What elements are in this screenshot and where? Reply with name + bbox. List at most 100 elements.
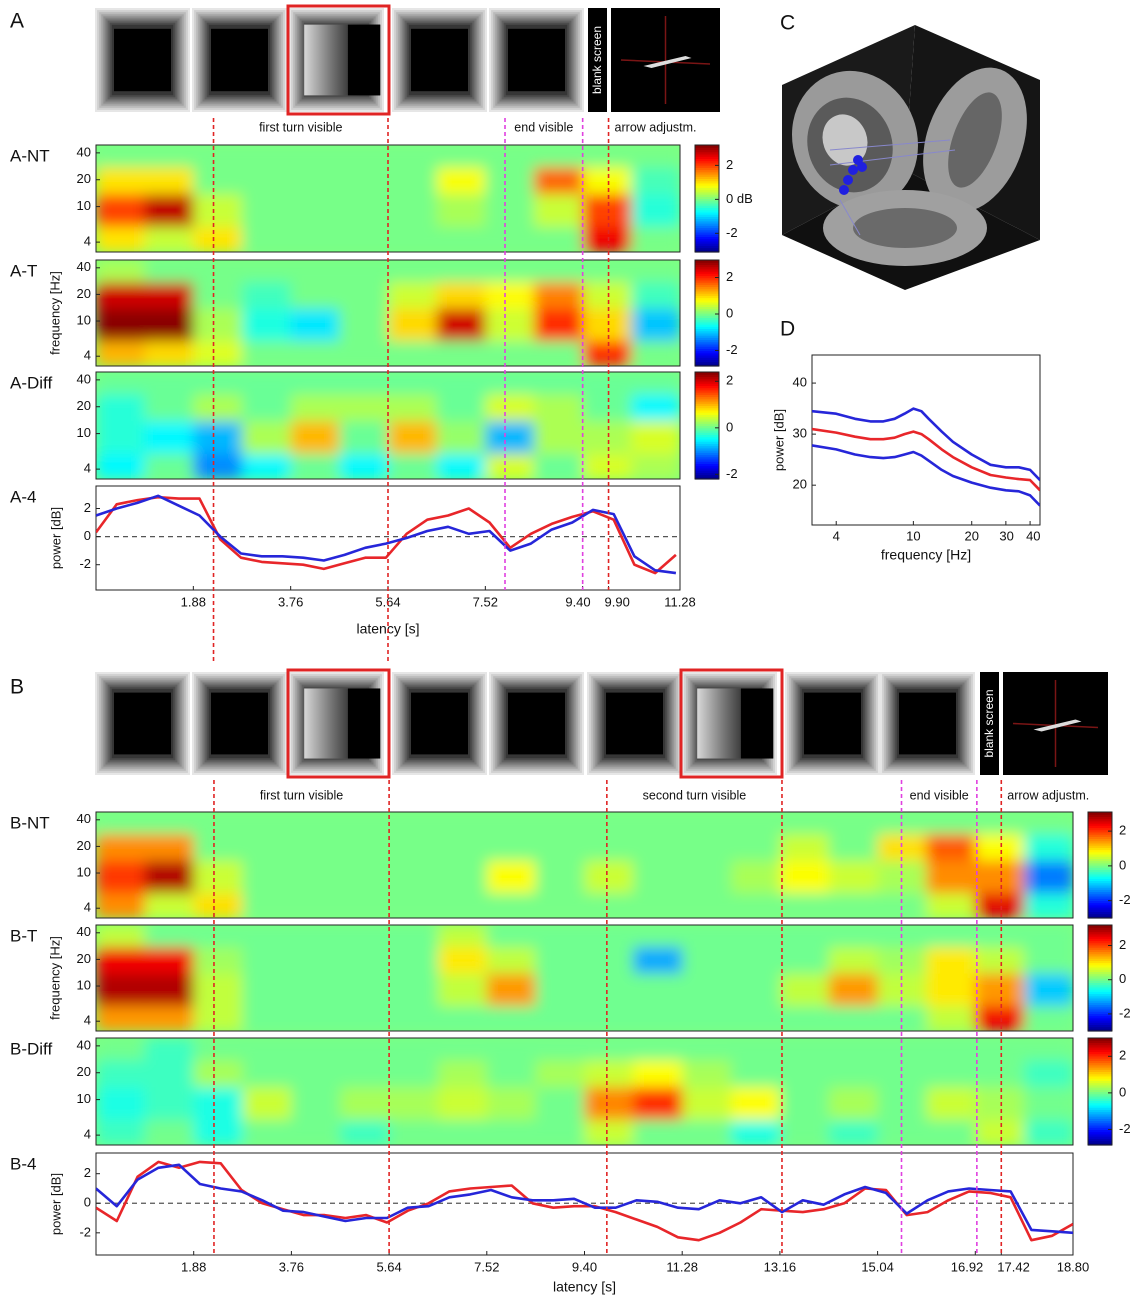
heatmap-cell — [389, 860, 439, 894]
colorbar-step — [695, 392, 719, 395]
colorbar-step — [1088, 895, 1112, 899]
heatmap-cell — [731, 1038, 781, 1061]
colorbar-step — [1088, 836, 1112, 840]
colorbar-tick-label: -2 — [726, 342, 738, 357]
heatmap-cell — [96, 420, 146, 454]
heatmap-cell — [290, 166, 340, 195]
heatmap-cell — [193, 308, 243, 342]
heatmap-cell — [828, 1038, 879, 1061]
event-label: end visible — [514, 120, 573, 134]
heatmap-cell — [584, 860, 634, 894]
heatmap-cell — [1024, 833, 1073, 861]
heatmap-cell — [193, 1005, 244, 1031]
heatmap-cell — [193, 973, 244, 1007]
heatmap-cell — [485, 281, 535, 309]
heatmap-cell — [339, 193, 389, 227]
y-axis-label: power [dB] — [48, 507, 63, 569]
heatmap-cell — [96, 393, 146, 422]
y-tick-label: 4 — [84, 348, 91, 363]
colorbar-step — [1088, 860, 1112, 864]
heatmap-cell — [96, 308, 146, 342]
colorbar-step — [695, 260, 719, 263]
heatmap-cell — [436, 281, 486, 309]
heatmap-cell — [242, 281, 292, 309]
colorbar-step — [1088, 1062, 1112, 1066]
heatmap-cell — [731, 860, 781, 894]
heatmap-cell — [340, 892, 390, 918]
heatmap-cell — [144, 308, 194, 342]
heatmap-cell — [682, 892, 732, 918]
colorbar-step — [695, 236, 719, 240]
tunnel-inner — [347, 688, 381, 759]
heatmap-cell — [144, 1038, 195, 1061]
colorbar-step — [695, 173, 719, 177]
heatmap-cell — [584, 925, 634, 947]
colorbar-step — [1088, 1058, 1112, 1061]
heatmap-cell — [633, 1086, 683, 1120]
colorbar-tick-label: -2 — [1119, 1121, 1131, 1136]
heatmap-cell — [340, 1119, 390, 1145]
colorbar-step — [695, 178, 719, 182]
heatmap-cell — [975, 946, 1025, 974]
panel-label: B-NT — [10, 813, 50, 832]
colorbar-step — [695, 350, 719, 354]
heatmap-cell — [582, 308, 632, 342]
colorbar-step — [1088, 1138, 1112, 1142]
colorbar-step — [695, 262, 719, 266]
heatmap-cell — [96, 1038, 146, 1061]
y-tick-label: 10 — [77, 312, 91, 327]
colorbar-step — [695, 398, 719, 402]
heatmap-cell — [633, 946, 683, 974]
heatmap-cell — [534, 420, 584, 454]
colorbar-step — [695, 273, 719, 277]
colorbar-step — [695, 385, 719, 389]
heatmap-cell — [437, 1059, 488, 1088]
heatmap-cell — [1024, 1005, 1073, 1031]
event-label: arrow adjustm. — [1007, 788, 1089, 802]
colorbar-step — [1088, 882, 1112, 886]
x-axis-label: frequency [Hz] — [881, 547, 971, 563]
y-tick-label: 20 — [77, 951, 91, 966]
heatmap-cell — [436, 372, 486, 395]
series-line — [96, 1160, 1073, 1242]
heatmap-cell — [340, 860, 390, 894]
tunnel-inner — [114, 28, 171, 92]
heatmap-cell — [633, 1005, 683, 1031]
colorbar-step — [695, 380, 719, 384]
heatmap-cell — [584, 1038, 634, 1061]
heatmap-cell — [926, 860, 976, 894]
colorbar-step — [1088, 1084, 1112, 1088]
colorbar-step — [695, 264, 719, 268]
colorbar-step — [695, 359, 719, 363]
colorbar-step — [1088, 1093, 1112, 1097]
colorbar-step — [1088, 1078, 1112, 1081]
heatmap-cell — [339, 340, 389, 366]
colorbar-step — [695, 405, 719, 409]
heatmap-cell — [1024, 1059, 1073, 1088]
heatmap-cell — [339, 420, 389, 454]
x-tick-label: 13.16 — [764, 1259, 797, 1274]
heatmap-cell — [290, 340, 340, 366]
heatmap-cell — [535, 1086, 585, 1120]
heatmap-cell — [582, 340, 632, 366]
colorbar-step — [695, 194, 719, 197]
colorbar-step — [695, 229, 719, 233]
heatmap-cell — [242, 1005, 292, 1031]
heatmap-cell — [290, 308, 340, 342]
heatmap-cell — [291, 1005, 341, 1031]
heatmap-cell — [633, 1038, 683, 1061]
heatmap-cell — [1024, 946, 1073, 974]
colorbar-step — [695, 220, 719, 224]
heatmap-cell — [193, 812, 244, 834]
heatmap-cell — [828, 833, 879, 861]
colorbar-step — [1088, 1011, 1112, 1014]
brain-cube — [782, 25, 1040, 290]
heatmap-cell — [631, 260, 680, 282]
x-tick-label: 5.64 — [376, 1259, 401, 1274]
heatmap-cell — [975, 860, 1025, 894]
heatmap-cell — [388, 420, 438, 454]
heatmap-cell — [389, 1119, 439, 1145]
colorbar-step — [695, 176, 719, 180]
colorbar-step — [695, 297, 719, 301]
heatmap-cell — [96, 193, 146, 227]
